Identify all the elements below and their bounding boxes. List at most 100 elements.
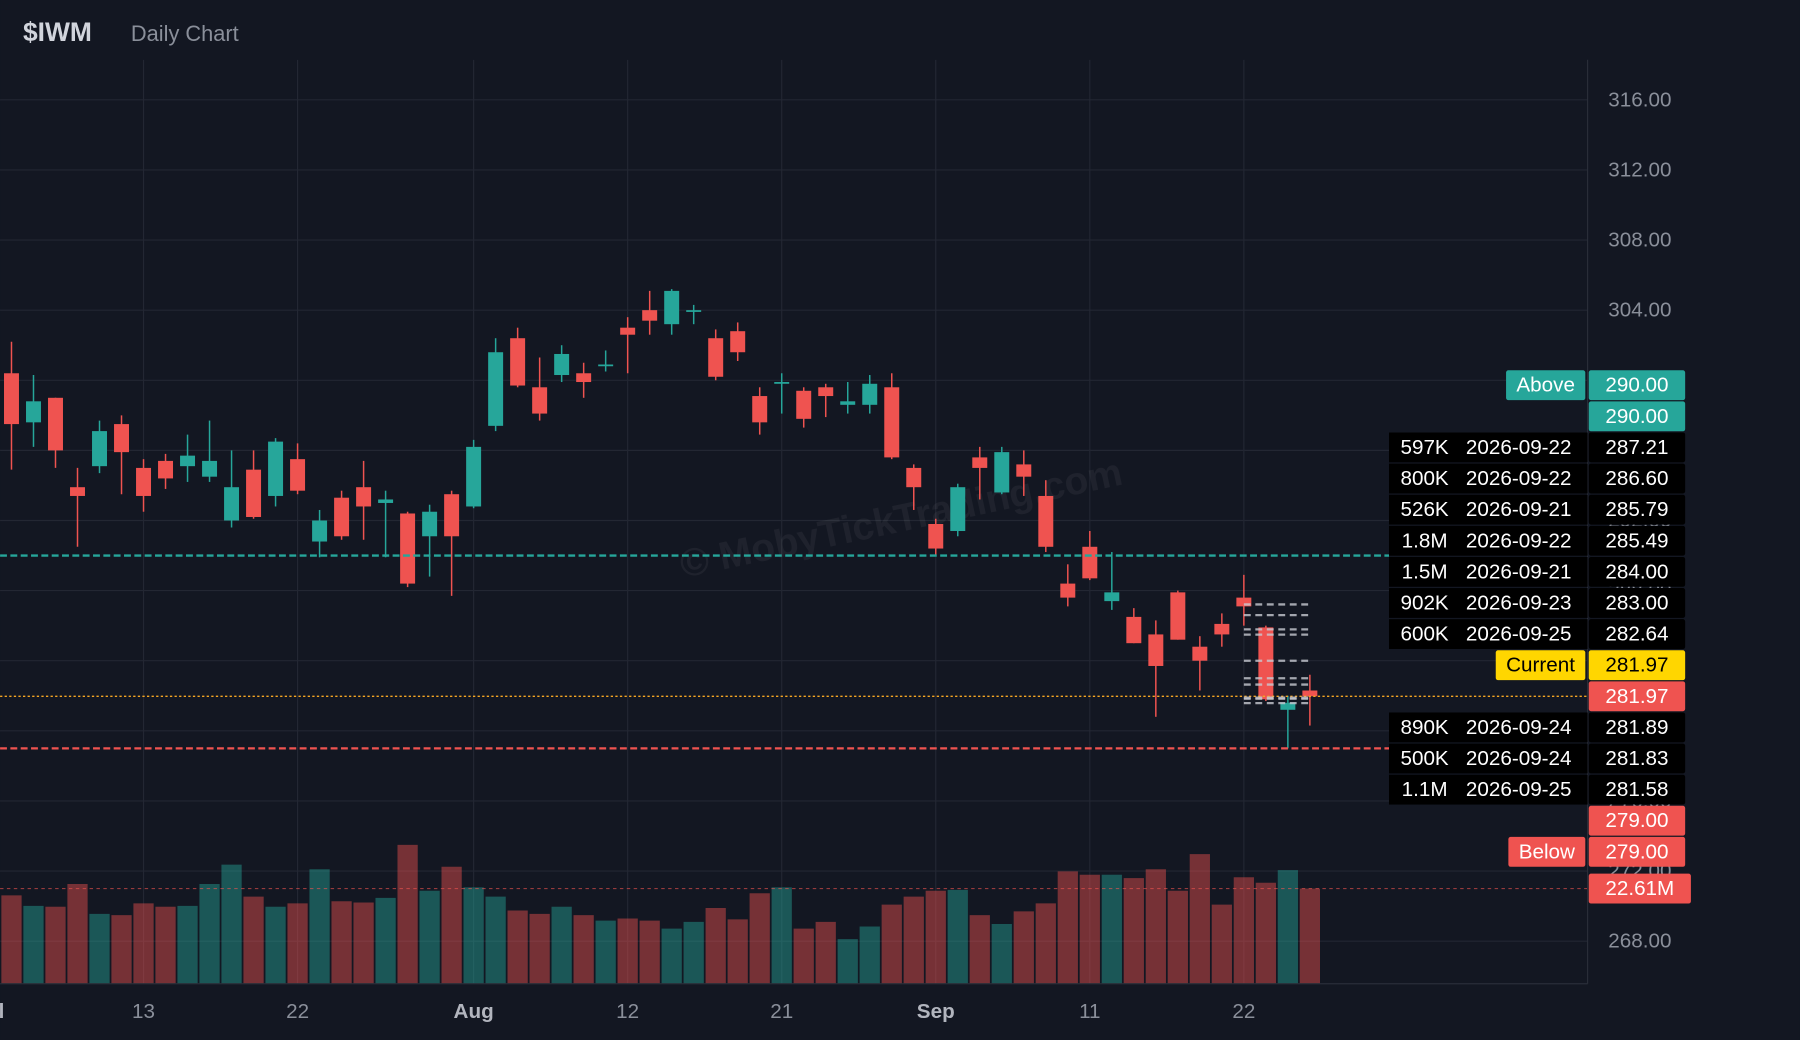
candle-body xyxy=(928,524,944,549)
level-date: 2026-09-24 xyxy=(1466,747,1572,770)
candle-body xyxy=(158,460,174,479)
candle-body xyxy=(906,467,922,488)
volume-bar xyxy=(1277,870,1298,984)
level-price: 285.79 xyxy=(1605,498,1668,521)
candle-body xyxy=(422,511,438,537)
volume-label: 22.61M xyxy=(1605,877,1674,900)
candle-body xyxy=(510,338,526,386)
candle-body xyxy=(202,460,218,477)
volume-bar xyxy=(507,910,528,984)
level-date: 2026-09-21 xyxy=(1466,498,1572,521)
x-tick-label: 22 xyxy=(1232,1000,1255,1023)
volume-bar xyxy=(661,928,682,984)
volume-bar xyxy=(639,920,660,984)
line-price: 290.00 xyxy=(1605,405,1668,428)
volume-bar xyxy=(1211,904,1232,984)
level-size: 890K xyxy=(1400,716,1448,739)
y-tick-label: 268.00 xyxy=(1608,930,1671,953)
current-name-box xyxy=(1495,650,1586,681)
candle-body xyxy=(818,387,834,397)
candle-body xyxy=(1302,690,1318,697)
volume-bar xyxy=(133,903,154,984)
level-price: 281.89 xyxy=(1605,716,1668,739)
volume-bar xyxy=(1145,869,1166,984)
volume-bar xyxy=(837,939,858,984)
candle-body xyxy=(92,431,107,467)
volume-bar xyxy=(551,906,572,984)
volume-bar xyxy=(969,915,990,984)
y-tick-label: 304.00 xyxy=(1608,299,1671,322)
candle-body xyxy=(664,290,680,325)
volume-bar xyxy=(859,926,880,984)
candle-body xyxy=(642,310,658,321)
candle-body xyxy=(334,497,350,537)
volume-bar xyxy=(309,869,330,984)
level-date: 2026-09-21 xyxy=(1466,560,1572,583)
level-date: 2026-09-23 xyxy=(1466,591,1572,614)
level-price-box xyxy=(1588,588,1686,618)
volume-bar xyxy=(441,866,462,984)
candle-body xyxy=(686,310,702,312)
volume-bar xyxy=(991,923,1012,984)
volume-bar xyxy=(793,928,814,984)
candle-body xyxy=(48,397,63,451)
candle-body xyxy=(114,424,130,453)
level-row-box xyxy=(1389,712,1588,743)
y-tick-label: 308.00 xyxy=(1608,229,1671,252)
level-row-box xyxy=(1389,619,1588,650)
line-price-box xyxy=(1588,401,1686,432)
volume-bar xyxy=(617,918,638,984)
volume-bar xyxy=(463,887,484,984)
candle-body xyxy=(1126,616,1142,644)
current-price-box xyxy=(1588,650,1686,681)
ticker-title: $IWM xyxy=(23,17,92,47)
candle-body xyxy=(1258,627,1274,700)
volume-bar xyxy=(925,890,946,984)
level-row-box xyxy=(1389,774,1588,805)
candle-body xyxy=(532,387,548,414)
volume-bar xyxy=(353,902,374,984)
volume-bar xyxy=(419,890,440,984)
volume-bar xyxy=(1255,882,1276,984)
y-tick-label: 312.00 xyxy=(1608,158,1671,181)
candle-body xyxy=(268,441,284,496)
alert-name-box xyxy=(1506,370,1586,401)
candle-body xyxy=(290,459,306,491)
level-date: 2026-09-22 xyxy=(1466,467,1572,490)
level-price-box xyxy=(1588,432,1686,463)
candle-body xyxy=(466,446,482,507)
level-row-box xyxy=(1389,743,1588,774)
candle-body xyxy=(708,338,724,377)
volume-bar xyxy=(683,921,704,984)
candle-body xyxy=(1104,592,1120,602)
volume-bar xyxy=(89,913,110,984)
volume-label-box xyxy=(1588,873,1691,904)
volume-bar xyxy=(45,906,66,984)
candle-body xyxy=(312,520,328,542)
volume-bar xyxy=(903,896,924,984)
candle-body xyxy=(444,494,460,537)
x-tick-label: Jul xyxy=(0,1000,4,1023)
level-date: 2026-09-24 xyxy=(1466,716,1572,739)
candle-body xyxy=(4,373,19,425)
candle-body xyxy=(224,487,240,521)
x-tick-label: 13 xyxy=(132,1000,155,1023)
volume-bar xyxy=(881,904,902,984)
candle-body xyxy=(950,487,966,532)
level-size: 500K xyxy=(1400,747,1448,770)
level-price-box xyxy=(1588,556,1686,587)
candle-body xyxy=(994,452,1010,493)
last-price-box xyxy=(1588,681,1686,712)
alert-price-box xyxy=(1588,836,1686,867)
last-price: 281.97 xyxy=(1605,685,1668,708)
candle-body xyxy=(356,487,372,507)
alert-name: Below xyxy=(1519,840,1575,863)
volume-bar xyxy=(573,915,594,984)
level-size: 800K xyxy=(1400,467,1448,490)
candle-body xyxy=(136,467,152,496)
volume-bar xyxy=(749,893,770,984)
level-size: 526K xyxy=(1400,498,1448,521)
volume-bar xyxy=(815,921,836,984)
candle-body xyxy=(840,401,856,405)
candle-body xyxy=(1148,634,1164,666)
